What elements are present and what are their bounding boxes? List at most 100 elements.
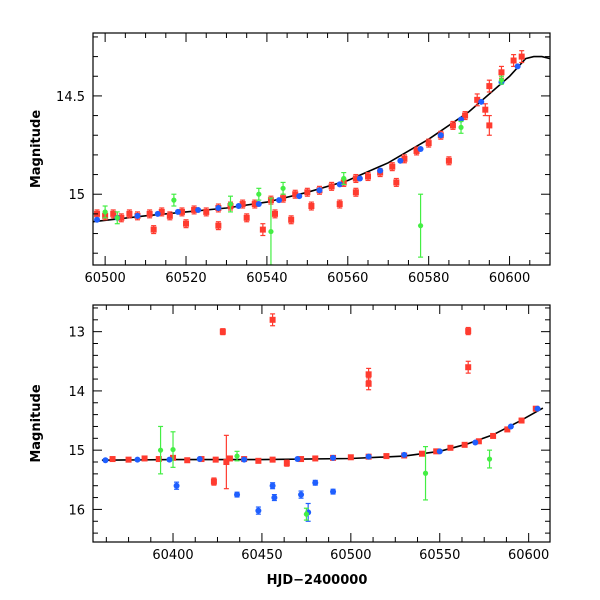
red-data-point bbox=[125, 456, 132, 463]
plot-frame bbox=[92, 32, 551, 266]
blue-data-point bbox=[134, 212, 141, 219]
red-data-point bbox=[365, 173, 372, 180]
red-data-point bbox=[449, 122, 456, 129]
blue-data-point bbox=[195, 206, 202, 213]
red-data-point bbox=[126, 210, 133, 217]
red-data-point bbox=[243, 214, 250, 221]
blue-data-point bbox=[417, 146, 424, 152]
plot-area bbox=[101, 313, 544, 522]
x-axis-label: HJD−2400000 bbox=[267, 573, 368, 588]
y-tick-label: 13 bbox=[68, 326, 85, 341]
red-data-point bbox=[255, 457, 262, 464]
red-data-point bbox=[210, 478, 217, 485]
red-data-point bbox=[223, 459, 230, 466]
red-data-point bbox=[150, 226, 157, 233]
blue-data-point bbox=[507, 423, 514, 430]
blue-data-point bbox=[330, 488, 337, 495]
red-data-point bbox=[292, 191, 299, 198]
y-tick-label: 14 bbox=[68, 385, 85, 400]
red-data-point bbox=[109, 456, 116, 463]
red-data-point bbox=[226, 455, 233, 462]
blue-data-point bbox=[276, 197, 283, 204]
x-tick-label: 60450 bbox=[241, 548, 282, 563]
red-data-point bbox=[401, 155, 408, 162]
green-data-point bbox=[234, 453, 240, 459]
red-data-point bbox=[433, 448, 440, 455]
blue-data-point bbox=[397, 157, 404, 164]
green-data-point bbox=[256, 191, 262, 197]
x-tick-label: 60560 bbox=[327, 271, 368, 286]
blue-data-point bbox=[234, 491, 241, 498]
blue-data-point bbox=[154, 210, 161, 217]
red-data-point bbox=[141, 455, 148, 462]
blue-data-point bbox=[102, 457, 109, 464]
green-data-point bbox=[114, 215, 120, 221]
green-data-point bbox=[170, 446, 176, 453]
red-data-point bbox=[215, 222, 222, 229]
red-data-point bbox=[498, 69, 505, 76]
green-data-point bbox=[102, 209, 108, 215]
red-data-point bbox=[212, 456, 219, 463]
blue-data-point bbox=[336, 181, 343, 188]
red-data-point bbox=[283, 460, 290, 467]
blue-data-point bbox=[316, 187, 323, 194]
red-data-point bbox=[191, 206, 198, 213]
blue-data-point bbox=[134, 456, 141, 463]
red-data-point bbox=[155, 456, 162, 463]
green-data-point bbox=[458, 124, 464, 130]
blue-data-point bbox=[478, 98, 485, 105]
blue-data-point bbox=[255, 201, 262, 208]
blue-data-point bbox=[241, 456, 248, 463]
y-axis-label: Magnitude bbox=[29, 110, 44, 189]
red-data-point bbox=[445, 157, 452, 164]
red-data-point bbox=[413, 147, 420, 154]
model-curve-line bbox=[93, 55, 550, 223]
model-curve-line bbox=[101, 407, 544, 461]
red-data-point bbox=[288, 216, 295, 223]
blue-data-point bbox=[436, 448, 443, 455]
red-data-point bbox=[166, 212, 173, 219]
red-data-point bbox=[462, 112, 469, 119]
red-data-point bbox=[518, 53, 525, 60]
plot-frame bbox=[92, 304, 551, 543]
blue-data-point bbox=[296, 193, 303, 200]
red-data-point bbox=[336, 201, 343, 208]
blue-data-point bbox=[235, 203, 242, 210]
blue-data-point bbox=[437, 132, 444, 139]
green-data-point bbox=[498, 77, 505, 83]
x-tick-label: 60400 bbox=[152, 548, 193, 563]
blue-data-point bbox=[271, 494, 278, 501]
red-data-point bbox=[271, 210, 278, 217]
green-data-point bbox=[417, 223, 424, 229]
blue-data-point bbox=[255, 507, 262, 514]
red-data-point bbox=[475, 438, 482, 445]
blue-data-point bbox=[294, 456, 301, 463]
red-data-point bbox=[365, 371, 372, 378]
x-tick-label: 60520 bbox=[165, 271, 206, 286]
red-data-point bbox=[418, 450, 425, 457]
blue-data-point bbox=[298, 491, 305, 498]
green-data-point bbox=[486, 456, 493, 462]
y-axis-label: Magnitude bbox=[29, 384, 44, 463]
red-data-point bbox=[465, 364, 472, 371]
red-data-point bbox=[118, 214, 125, 221]
blue-data-point bbox=[94, 216, 101, 223]
red-data-point bbox=[465, 328, 472, 335]
red-data-point bbox=[251, 201, 258, 208]
red-data-point bbox=[490, 432, 497, 439]
red-data-point bbox=[203, 208, 210, 215]
red-data-point bbox=[183, 220, 190, 227]
plot-area bbox=[93, 50, 550, 265]
green-data-point bbox=[422, 470, 429, 476]
red-data-point bbox=[304, 189, 311, 196]
x-tick-label: 60600 bbox=[489, 271, 530, 286]
red-data-point bbox=[158, 208, 165, 215]
red-data-point bbox=[184, 457, 191, 464]
red-data-point bbox=[393, 179, 400, 186]
red-data-point bbox=[383, 453, 390, 460]
x-tick-label: 60580 bbox=[408, 271, 449, 286]
green-data-point bbox=[171, 197, 177, 203]
x-tick-label: 60600 bbox=[508, 548, 549, 563]
red-data-point bbox=[504, 426, 511, 433]
